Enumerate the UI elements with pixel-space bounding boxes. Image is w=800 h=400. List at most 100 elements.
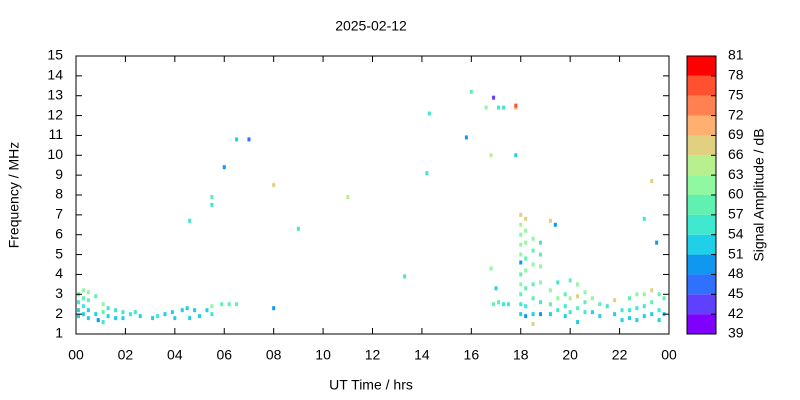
- data-point: [114, 308, 118, 313]
- data-point: [210, 194, 214, 199]
- data-point: [531, 248, 535, 253]
- chart-title: 2025-02-12: [335, 18, 407, 34]
- data-point: [563, 304, 567, 309]
- data-point: [272, 183, 276, 188]
- data-point: [81, 312, 85, 317]
- x-tick-label: 08: [266, 347, 282, 363]
- data-point: [568, 310, 572, 315]
- data-point: [576, 282, 580, 287]
- x-tick-label: 04: [167, 347, 183, 363]
- x-tick-label: 00: [68, 347, 84, 363]
- data-point: [531, 236, 535, 241]
- colorbar-tick-label: 60: [728, 186, 744, 202]
- colorbar-band: [687, 274, 716, 295]
- data-point: [101, 310, 105, 315]
- data-point: [247, 137, 251, 142]
- data-point: [501, 302, 505, 307]
- data-point: [497, 105, 501, 110]
- data-point: [128, 312, 132, 317]
- colorbar-tick-label: 75: [728, 86, 744, 102]
- data-point: [657, 318, 661, 323]
- data-point: [121, 310, 125, 315]
- data-point: [556, 280, 560, 285]
- data-point: [94, 312, 98, 317]
- colorbar-band: [687, 234, 716, 255]
- data-point: [121, 316, 125, 321]
- y-tick-label: 14: [47, 67, 63, 83]
- data-point: [613, 298, 617, 303]
- data-point: [539, 280, 543, 285]
- data-point: [583, 290, 587, 295]
- data-point: [489, 153, 493, 158]
- data-point: [598, 302, 602, 307]
- data-point: [642, 292, 646, 297]
- data-point: [235, 302, 239, 307]
- data-point: [620, 308, 624, 313]
- colorbar-tick-label: 54: [728, 225, 744, 241]
- y-tick-label: 10: [47, 146, 63, 162]
- y-tick-label: 8: [55, 186, 63, 202]
- x-tick-label: 02: [118, 347, 134, 363]
- data-point: [524, 216, 528, 221]
- data-point: [519, 242, 523, 247]
- y-tick-label: 9: [55, 166, 63, 182]
- colorbar-tick-label: 57: [728, 206, 744, 222]
- data-point: [576, 320, 580, 325]
- data-point: [86, 308, 90, 313]
- y-tick-label: 11: [48, 126, 63, 142]
- data-point: [539, 240, 543, 245]
- data-point: [576, 294, 580, 299]
- data-point: [514, 153, 518, 158]
- y-tick-label: 12: [47, 106, 63, 122]
- data-point: [524, 304, 528, 309]
- data-point: [519, 212, 523, 217]
- colorbar-tick-label: 81: [728, 47, 744, 63]
- data-point: [539, 264, 543, 269]
- data-point: [548, 302, 552, 307]
- data-point: [138, 314, 142, 319]
- data-point: [568, 296, 572, 301]
- data-point: [272, 306, 276, 311]
- data-point: [635, 306, 639, 311]
- colorbar-band: [687, 75, 716, 96]
- data-point: [170, 310, 174, 315]
- data-point: [519, 282, 523, 287]
- colorbar-band: [687, 155, 716, 176]
- data-point: [642, 216, 646, 221]
- data-point: [425, 171, 429, 176]
- data-point: [185, 306, 189, 311]
- data-point: [210, 312, 214, 317]
- data-point: [642, 304, 646, 309]
- colorbar-band: [687, 56, 716, 76]
- y-tick-label: 2: [55, 305, 63, 321]
- data-point: [489, 266, 493, 271]
- x-tick-label: 12: [365, 347, 381, 363]
- data-point: [627, 296, 631, 301]
- y-tick-label: 13: [47, 86, 63, 102]
- colorbar-tick-label: 72: [728, 106, 744, 122]
- colorbar-tick-label: 69: [728, 126, 744, 142]
- data-point: [501, 105, 505, 110]
- data-point: [492, 302, 496, 307]
- data-point: [296, 226, 300, 231]
- data-point: [568, 278, 572, 283]
- data-point: [492, 95, 496, 100]
- y-tick-label: 1: [55, 325, 63, 341]
- data-point: [205, 308, 209, 313]
- data-point: [198, 314, 202, 319]
- data-point: [220, 302, 224, 307]
- data-point: [519, 272, 523, 277]
- colorbar-label: Signal Amplitude / dB: [751, 128, 767, 261]
- data-point: [556, 296, 560, 301]
- data-point: [86, 298, 90, 303]
- data-point: [548, 288, 552, 293]
- data-point: [642, 314, 646, 319]
- data-point: [590, 296, 594, 301]
- data-point: [655, 240, 659, 245]
- data-point: [193, 308, 197, 313]
- data-point: [519, 292, 523, 297]
- data-point: [605, 304, 609, 309]
- data-point: [173, 316, 177, 321]
- data-point: [494, 286, 498, 291]
- data-point: [106, 314, 110, 319]
